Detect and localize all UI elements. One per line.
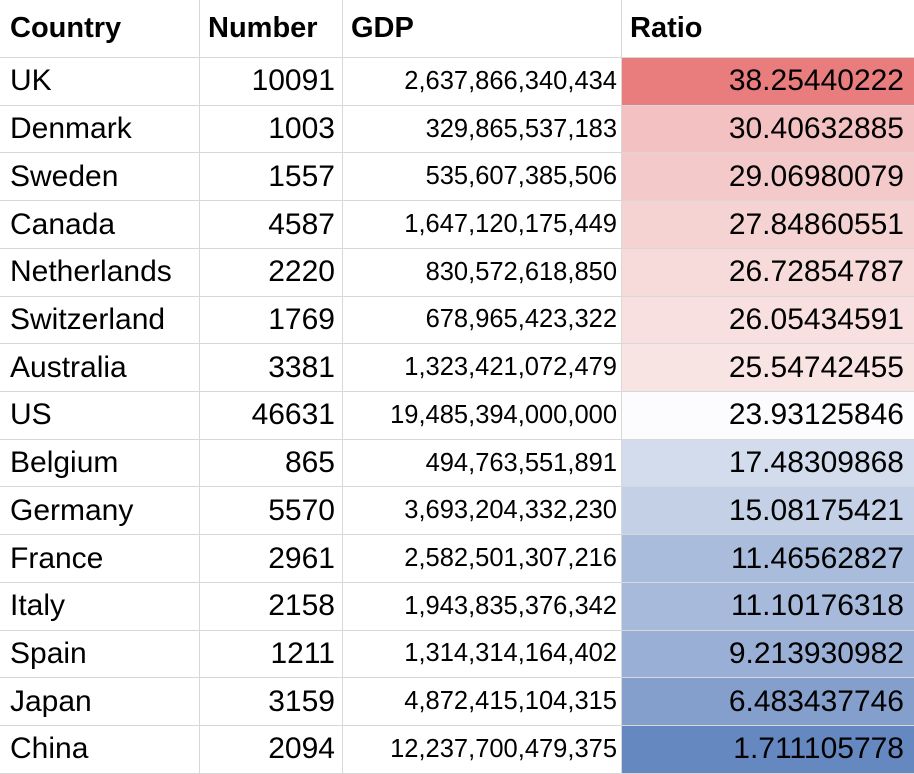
cell-ratio[interactable]: 25.54742455 — [622, 344, 914, 393]
cell-ratio[interactable]: 1.711105778 — [622, 726, 914, 774]
cell-number[interactable]: 2961 — [200, 535, 343, 583]
cell-country[interactable]: China — [0, 726, 200, 774]
cell-gdp[interactable]: 4,872,415,104,315 — [343, 678, 622, 727]
cell-gdp[interactable]: 19,485,394,000,000 — [343, 392, 622, 440]
cell-gdp[interactable]: 3,693,204,332,230 — [343, 487, 622, 536]
cell-gdp[interactable]: 494,763,551,891 — [343, 439, 622, 488]
cell-number[interactable]: 46631 — [200, 392, 343, 440]
cell-gdp[interactable]: 830,572,618,850 — [343, 248, 622, 297]
cell-number[interactable]: 10091 — [200, 58, 343, 106]
cell-number[interactable]: 1769 — [200, 296, 343, 345]
header-number[interactable]: Number — [200, 0, 343, 58]
cell-country[interactable]: Canada — [0, 201, 200, 249]
cell-country[interactable]: Denmark — [0, 105, 200, 154]
cell-ratio[interactable]: 6.483437746 — [622, 678, 914, 727]
cell-ratio[interactable]: 11.46562827 — [622, 535, 914, 583]
cell-country[interactable]: Italy — [0, 582, 200, 631]
cell-ratio[interactable]: 17.48309868 — [622, 439, 914, 488]
cell-country[interactable]: France — [0, 535, 200, 583]
cell-number[interactable]: 1003 — [200, 105, 343, 154]
cell-gdp[interactable]: 2,637,866,340,434 — [343, 58, 622, 106]
cell-number[interactable]: 865 — [200, 439, 343, 488]
cell-number[interactable]: 4587 — [200, 201, 343, 249]
cell-gdp[interactable]: 1,323,421,072,479 — [343, 344, 622, 393]
cell-gdp[interactable]: 678,965,423,322 — [343, 296, 622, 345]
cell-ratio[interactable]: 15.08175421 — [622, 487, 914, 536]
cell-number[interactable]: 2220 — [200, 248, 343, 297]
cell-country[interactable]: UK — [0, 58, 200, 106]
cell-ratio[interactable]: 9.213930982 — [622, 630, 914, 679]
header-gdp[interactable]: GDP — [343, 0, 622, 58]
header-country[interactable]: Country — [0, 0, 200, 58]
cell-ratio[interactable]: 29.06980079 — [622, 153, 914, 202]
cell-gdp[interactable]: 329,865,537,183 — [343, 105, 622, 154]
cell-country[interactable]: Germany — [0, 487, 200, 536]
cell-ratio[interactable]: 26.05434591 — [622, 296, 914, 345]
cell-number[interactable]: 3159 — [200, 678, 343, 727]
cell-gdp[interactable]: 12,237,700,479,375 — [343, 726, 622, 774]
cell-ratio[interactable]: 11.10176318 — [622, 582, 914, 631]
cell-ratio[interactable]: 27.84860551 — [622, 201, 914, 249]
cell-country[interactable]: US — [0, 392, 200, 440]
cell-country[interactable]: Spain — [0, 630, 200, 679]
cell-ratio[interactable]: 23.93125846 — [622, 392, 914, 440]
cell-number[interactable]: 2094 — [200, 726, 343, 774]
cell-country[interactable]: Switzerland — [0, 296, 200, 345]
cell-country[interactable]: Netherlands — [0, 248, 200, 297]
cell-gdp[interactable]: 1,647,120,175,449 — [343, 201, 622, 249]
cell-country[interactable]: Belgium — [0, 439, 200, 488]
header-ratio[interactable]: Ratio — [622, 0, 914, 58]
cell-gdp[interactable]: 1,314,314,164,402 — [343, 630, 622, 679]
cell-country[interactable]: Japan — [0, 678, 200, 727]
cell-number[interactable]: 1211 — [200, 630, 343, 679]
cell-number[interactable]: 2158 — [200, 582, 343, 631]
cell-country[interactable]: Sweden — [0, 153, 200, 202]
cell-gdp[interactable]: 1,943,835,376,342 — [343, 582, 622, 631]
cell-gdp[interactable]: 535,607,385,506 — [343, 153, 622, 202]
cell-ratio[interactable]: 26.72854787 — [622, 248, 914, 297]
cell-number[interactable]: 5570 — [200, 487, 343, 536]
cell-gdp[interactable]: 2,582,501,307,216 — [343, 535, 622, 583]
cell-country[interactable]: Australia — [0, 344, 200, 393]
cell-ratio[interactable]: 38.25440222 — [622, 58, 914, 106]
cell-ratio[interactable]: 30.40632885 — [622, 105, 914, 154]
cell-number[interactable]: 3381 — [200, 344, 343, 393]
cell-number[interactable]: 1557 — [200, 153, 343, 202]
